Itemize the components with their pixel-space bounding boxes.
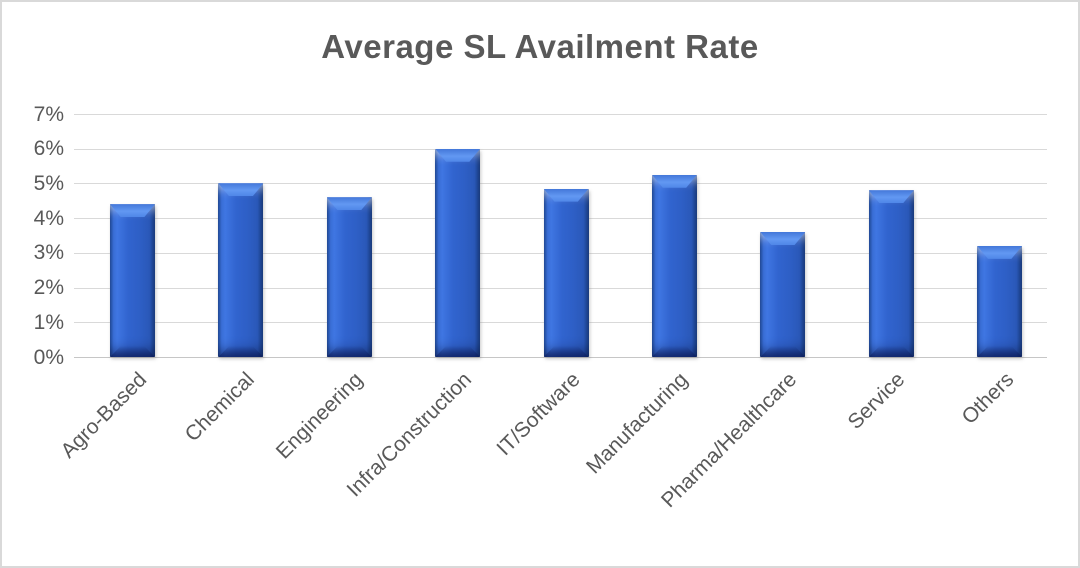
bar-infra-construction [435, 148, 481, 357]
chart-title: Average SL Availment Rate [321, 28, 759, 65]
bar-manufacturing [652, 174, 697, 357]
y-axis-tick-label: 2% [33, 276, 64, 300]
gridline [74, 183, 1047, 185]
bar-it-software [543, 188, 589, 357]
y-axis-tick-label: 6% [33, 137, 64, 161]
y-axis-tick-label: 0% [33, 345, 64, 369]
bar-service [868, 190, 914, 357]
x-axis-label-chemical: Chemical [181, 368, 260, 447]
x-axis-label-engineering: Engineering [272, 368, 368, 464]
gridline [74, 114, 1047, 115]
gridline [74, 148, 1047, 150]
y-axis-tick-label: 3% [33, 241, 64, 265]
y-axis-tick-label: 1% [33, 310, 64, 334]
bar-agro-based [110, 204, 155, 357]
y-axis-tick-label: 4% [33, 206, 64, 230]
bar-others [977, 245, 1023, 357]
x-axis-label-service: Service [843, 368, 910, 434]
x-axis-label-others: Others [957, 368, 1018, 429]
x-axis-label-it-software: IT/Software [492, 368, 585, 461]
y-axis-tick-label: 5% [33, 171, 64, 195]
x-axis-line [74, 357, 1047, 358]
bar-chemical [218, 183, 264, 357]
y-axis-tick-label: 7% [33, 102, 64, 126]
x-axis-label-agro-based: Agro-Based [56, 368, 151, 463]
bar-pharma-healthcare [760, 232, 806, 357]
bar-engineering [326, 197, 372, 357]
x-axis-label-manufacturing: Manufacturing [582, 368, 693, 479]
